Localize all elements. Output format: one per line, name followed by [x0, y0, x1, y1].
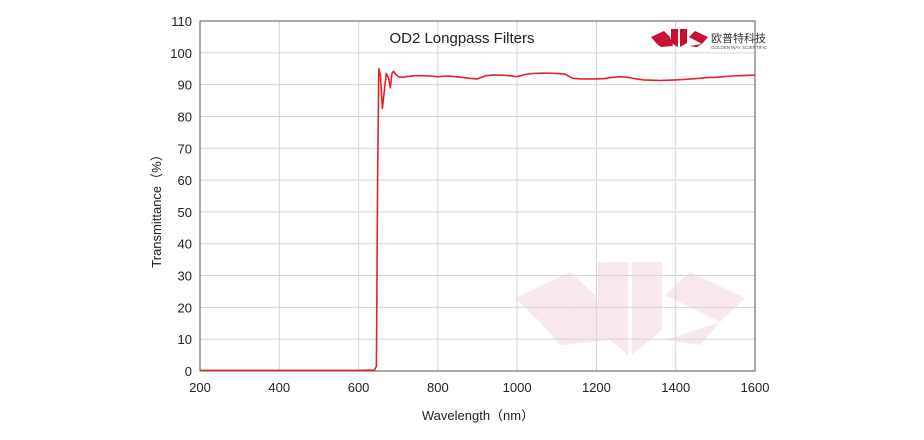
x-tick-label-1000: 1000 — [503, 380, 532, 395]
plot-frame — [199, 20, 756, 372]
y-tick-label-40: 40 — [178, 237, 192, 252]
x-tick-label-1400: 1400 — [661, 380, 690, 395]
y-tick-label-50: 50 — [178, 205, 192, 220]
x-tick-label-800: 800 — [427, 380, 449, 395]
y-tick-label-80: 80 — [178, 109, 192, 124]
y-tick-labels: 0 10 20 30 40 50 60 70 80 90 100 110 — [170, 14, 192, 379]
y-tick-label-20: 20 — [178, 300, 192, 315]
x-tick-label-1600: 1600 — [741, 380, 770, 395]
brand-logo: 欧普特科技 GOLDEN WAY SCIENTIFIC — [651, 29, 768, 50]
series-group — [200, 67, 756, 372]
y-tick-label-0: 0 — [185, 364, 192, 379]
series-line-0 — [200, 67, 756, 372]
watermark-logo-icon — [515, 262, 745, 355]
brand-logo-icon — [651, 29, 708, 47]
y-tick-label-110: 110 — [171, 14, 192, 29]
x-axis-title: Wavelength（nm） — [422, 408, 534, 423]
y-tick-label-30: 30 — [178, 269, 192, 284]
x-tick-labels: 200 400 600 800 1000 1200 1400 1600 — [189, 380, 769, 395]
grid — [200, 21, 755, 371]
y-tick-label-100: 100 — [170, 46, 192, 61]
x-tick-label-600: 600 — [348, 380, 370, 395]
chart-title: OD2 Longpass Filters — [389, 30, 534, 47]
y-tick-label-10: 10 — [178, 332, 192, 347]
y-axis-title: Transmittance（%） — [149, 148, 164, 267]
x-tick-label-200: 200 — [189, 380, 211, 395]
y-tick-label-60: 60 — [178, 173, 192, 188]
brand-name-cn: 欧普特科技 — [711, 31, 766, 45]
y-tick-label-90: 90 — [178, 78, 192, 93]
brand-name-en: GOLDEN WAY SCIENTIFIC — [711, 45, 768, 50]
y-tick-label-70: 70 — [178, 141, 192, 156]
x-tick-label-1200: 1200 — [582, 380, 611, 395]
x-tick-label-400: 400 — [268, 380, 290, 395]
